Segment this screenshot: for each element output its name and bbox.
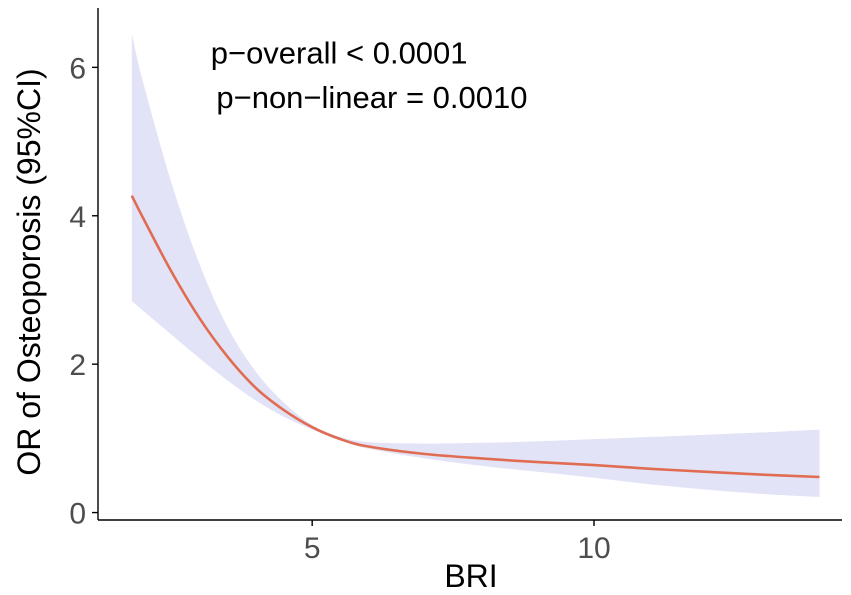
p-value-annotation: p−non−linear = 0.0010: [216, 80, 527, 115]
y-tick-label: 6: [69, 52, 86, 85]
y-tick-label: 2: [69, 349, 86, 382]
or-curve-line: [130, 195, 820, 479]
x-tick-label: 10: [577, 532, 610, 565]
x-tick-label: 5: [304, 532, 321, 565]
y-axis-title: OR of Osteoporosis (95%CI): [11, 68, 47, 475]
y-tick-label: 0: [69, 498, 86, 531]
y-tick-label: 4: [69, 201, 86, 234]
confidence-band: [131, 34, 820, 497]
x-axis-title: BRI: [444, 558, 497, 594]
p-value-annotation: p−overall < 0.0001: [211, 36, 468, 71]
